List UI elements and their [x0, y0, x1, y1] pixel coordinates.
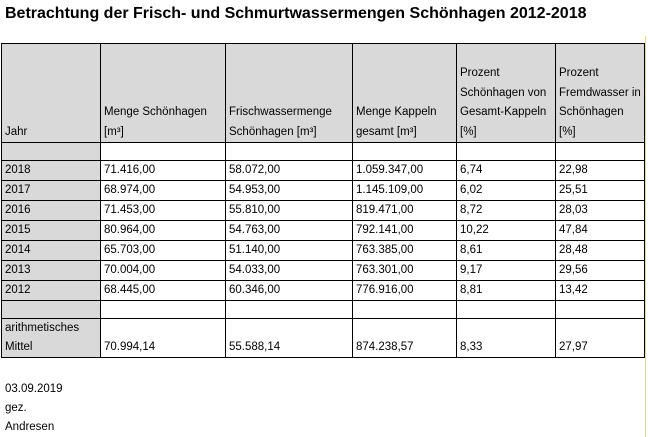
table-cell: 70.004,00: [100, 260, 226, 281]
mean-label: arithmetisches Mittel: [1, 318, 101, 358]
spacer-cell: [100, 300, 226, 319]
table-cell: 13,42: [555, 280, 645, 301]
table-row: 2013 70.004,00 54.033,00 763.301,00 9,17…: [1, 260, 645, 281]
table-cell: 54.763,00: [225, 220, 353, 241]
header-cell: Menge Schönhagen [m³]: [100, 43, 226, 143]
table-cell: 8,72: [456, 200, 556, 221]
table-cell: 6,74: [456, 160, 556, 181]
spacer-cell: [225, 142, 353, 161]
spacer-cell: [100, 142, 226, 161]
table-cell: 8,61: [456, 240, 556, 261]
table-cell: 22,98: [555, 160, 645, 181]
year-cell: 2014: [1, 240, 101, 261]
signature-block: 03.09.2019 gez. Andresen: [5, 380, 63, 437]
header-cell: Frischwassermenge Schönhagen [m³]: [225, 43, 353, 143]
header-row: Jahr Menge Schönhagen [m³] Frischwasserm…: [1, 43, 645, 143]
table-row: 2016 71.453,00 55.810,00 819.471,00 8,72…: [1, 200, 645, 221]
mean-row: arithmetisches Mittel 70.994,14 55.588,1…: [1, 318, 645, 358]
water-volume-table: Jahr Menge Schönhagen [m³] Frischwasserm…: [1, 43, 645, 358]
table-cell: 776.916,00: [352, 280, 457, 301]
table-cell: 25,51: [555, 180, 645, 201]
table-cell: 68.974,00: [100, 180, 226, 201]
year-cell: 2016: [1, 200, 101, 221]
year-cell: 2012: [1, 280, 101, 301]
spacer-cell: [225, 300, 353, 319]
table-cell: 51.140,00: [225, 240, 353, 261]
table-cell: 1.059.347,00: [352, 160, 457, 181]
table-cell: 1.145.109,00: [352, 180, 457, 201]
table-cell: 10,22: [456, 220, 556, 241]
header-cell: Prozent Fremdwasser in Schönhagen [%]: [555, 43, 645, 143]
header-cell: Menge Kappeln gesamt [m³]: [352, 43, 457, 143]
table-cell: 71.416,00: [100, 160, 226, 181]
spacer-cell: [555, 142, 645, 161]
spacer-cell: [352, 300, 457, 319]
table-cell: 792.141,00: [352, 220, 457, 241]
table-row: 2012 68.445,00 60.346,00 776.916,00 8,81…: [1, 280, 645, 301]
table-cell: 874.238,57: [352, 318, 457, 358]
footer-signed: gez.: [5, 402, 27, 414]
page-title: Betrachtung der Frisch- und Schmurtwasse…: [5, 5, 587, 22]
header-cell: Jahr: [1, 43, 101, 143]
spacer-cell: [456, 300, 556, 319]
table-cell: 80.964,00: [100, 220, 226, 241]
table-cell: 8,33: [456, 318, 556, 358]
spacer-cell: [456, 142, 556, 161]
footer-name: Andresen: [5, 421, 55, 433]
table-cell: 29,56: [555, 260, 645, 281]
year-cell: 2018: [1, 160, 101, 181]
table-row: 2015 80.964,00 54.763,00 792.141,00 10,2…: [1, 220, 645, 241]
table-cell: 8,81: [456, 280, 556, 301]
table-cell: 28,48: [555, 240, 645, 261]
table-cell: 68.445,00: [100, 280, 226, 301]
table-row: 2014 65.703,00 51.140,00 763.385,00 8,61…: [1, 240, 645, 261]
table-cell: 71.453,00: [100, 200, 226, 221]
spacer-row: [1, 300, 645, 319]
year-cell: 2013: [1, 260, 101, 281]
table-cell: 54.953,00: [225, 180, 353, 201]
table-cell: 47,84: [555, 220, 645, 241]
table-cell: 819.471,00: [352, 200, 457, 221]
table-cell: 6,02: [456, 180, 556, 201]
table-cell: 763.385,00: [352, 240, 457, 261]
spacer-cell: [555, 300, 645, 319]
table-cell: 58.072,00: [225, 160, 353, 181]
spacer-cell: [352, 142, 457, 161]
spacer-cell: [1, 300, 101, 319]
table-cell: 55.588,14: [225, 318, 353, 358]
table-cell: 27,97: [555, 318, 645, 358]
table-cell: 54.033,00: [225, 260, 353, 281]
table-cell: 28,03: [555, 200, 645, 221]
table-row: 2017 68.974,00 54.953,00 1.145.109,00 6,…: [1, 180, 645, 201]
table-cell: 65.703,00: [100, 240, 226, 261]
year-cell: 2017: [1, 180, 101, 201]
spacer-row: [1, 142, 645, 161]
footer-date: 03.09.2019: [5, 383, 63, 395]
table-row: 2018 71.416,00 58.072,00 1.059.347,00 6,…: [1, 160, 645, 181]
table-cell: 9,17: [456, 260, 556, 281]
year-cell: 2015: [1, 220, 101, 241]
page-edge-line: [645, 36, 646, 437]
table-cell: 763.301,00: [352, 260, 457, 281]
spacer-cell: [1, 142, 101, 161]
header-cell: Prozent Schönhagen von Gesamt-Kappeln [%…: [456, 43, 556, 143]
table-cell: 55.810,00: [225, 200, 353, 221]
table-cell: 60.346,00: [225, 280, 353, 301]
table-cell: 70.994,14: [100, 318, 226, 358]
